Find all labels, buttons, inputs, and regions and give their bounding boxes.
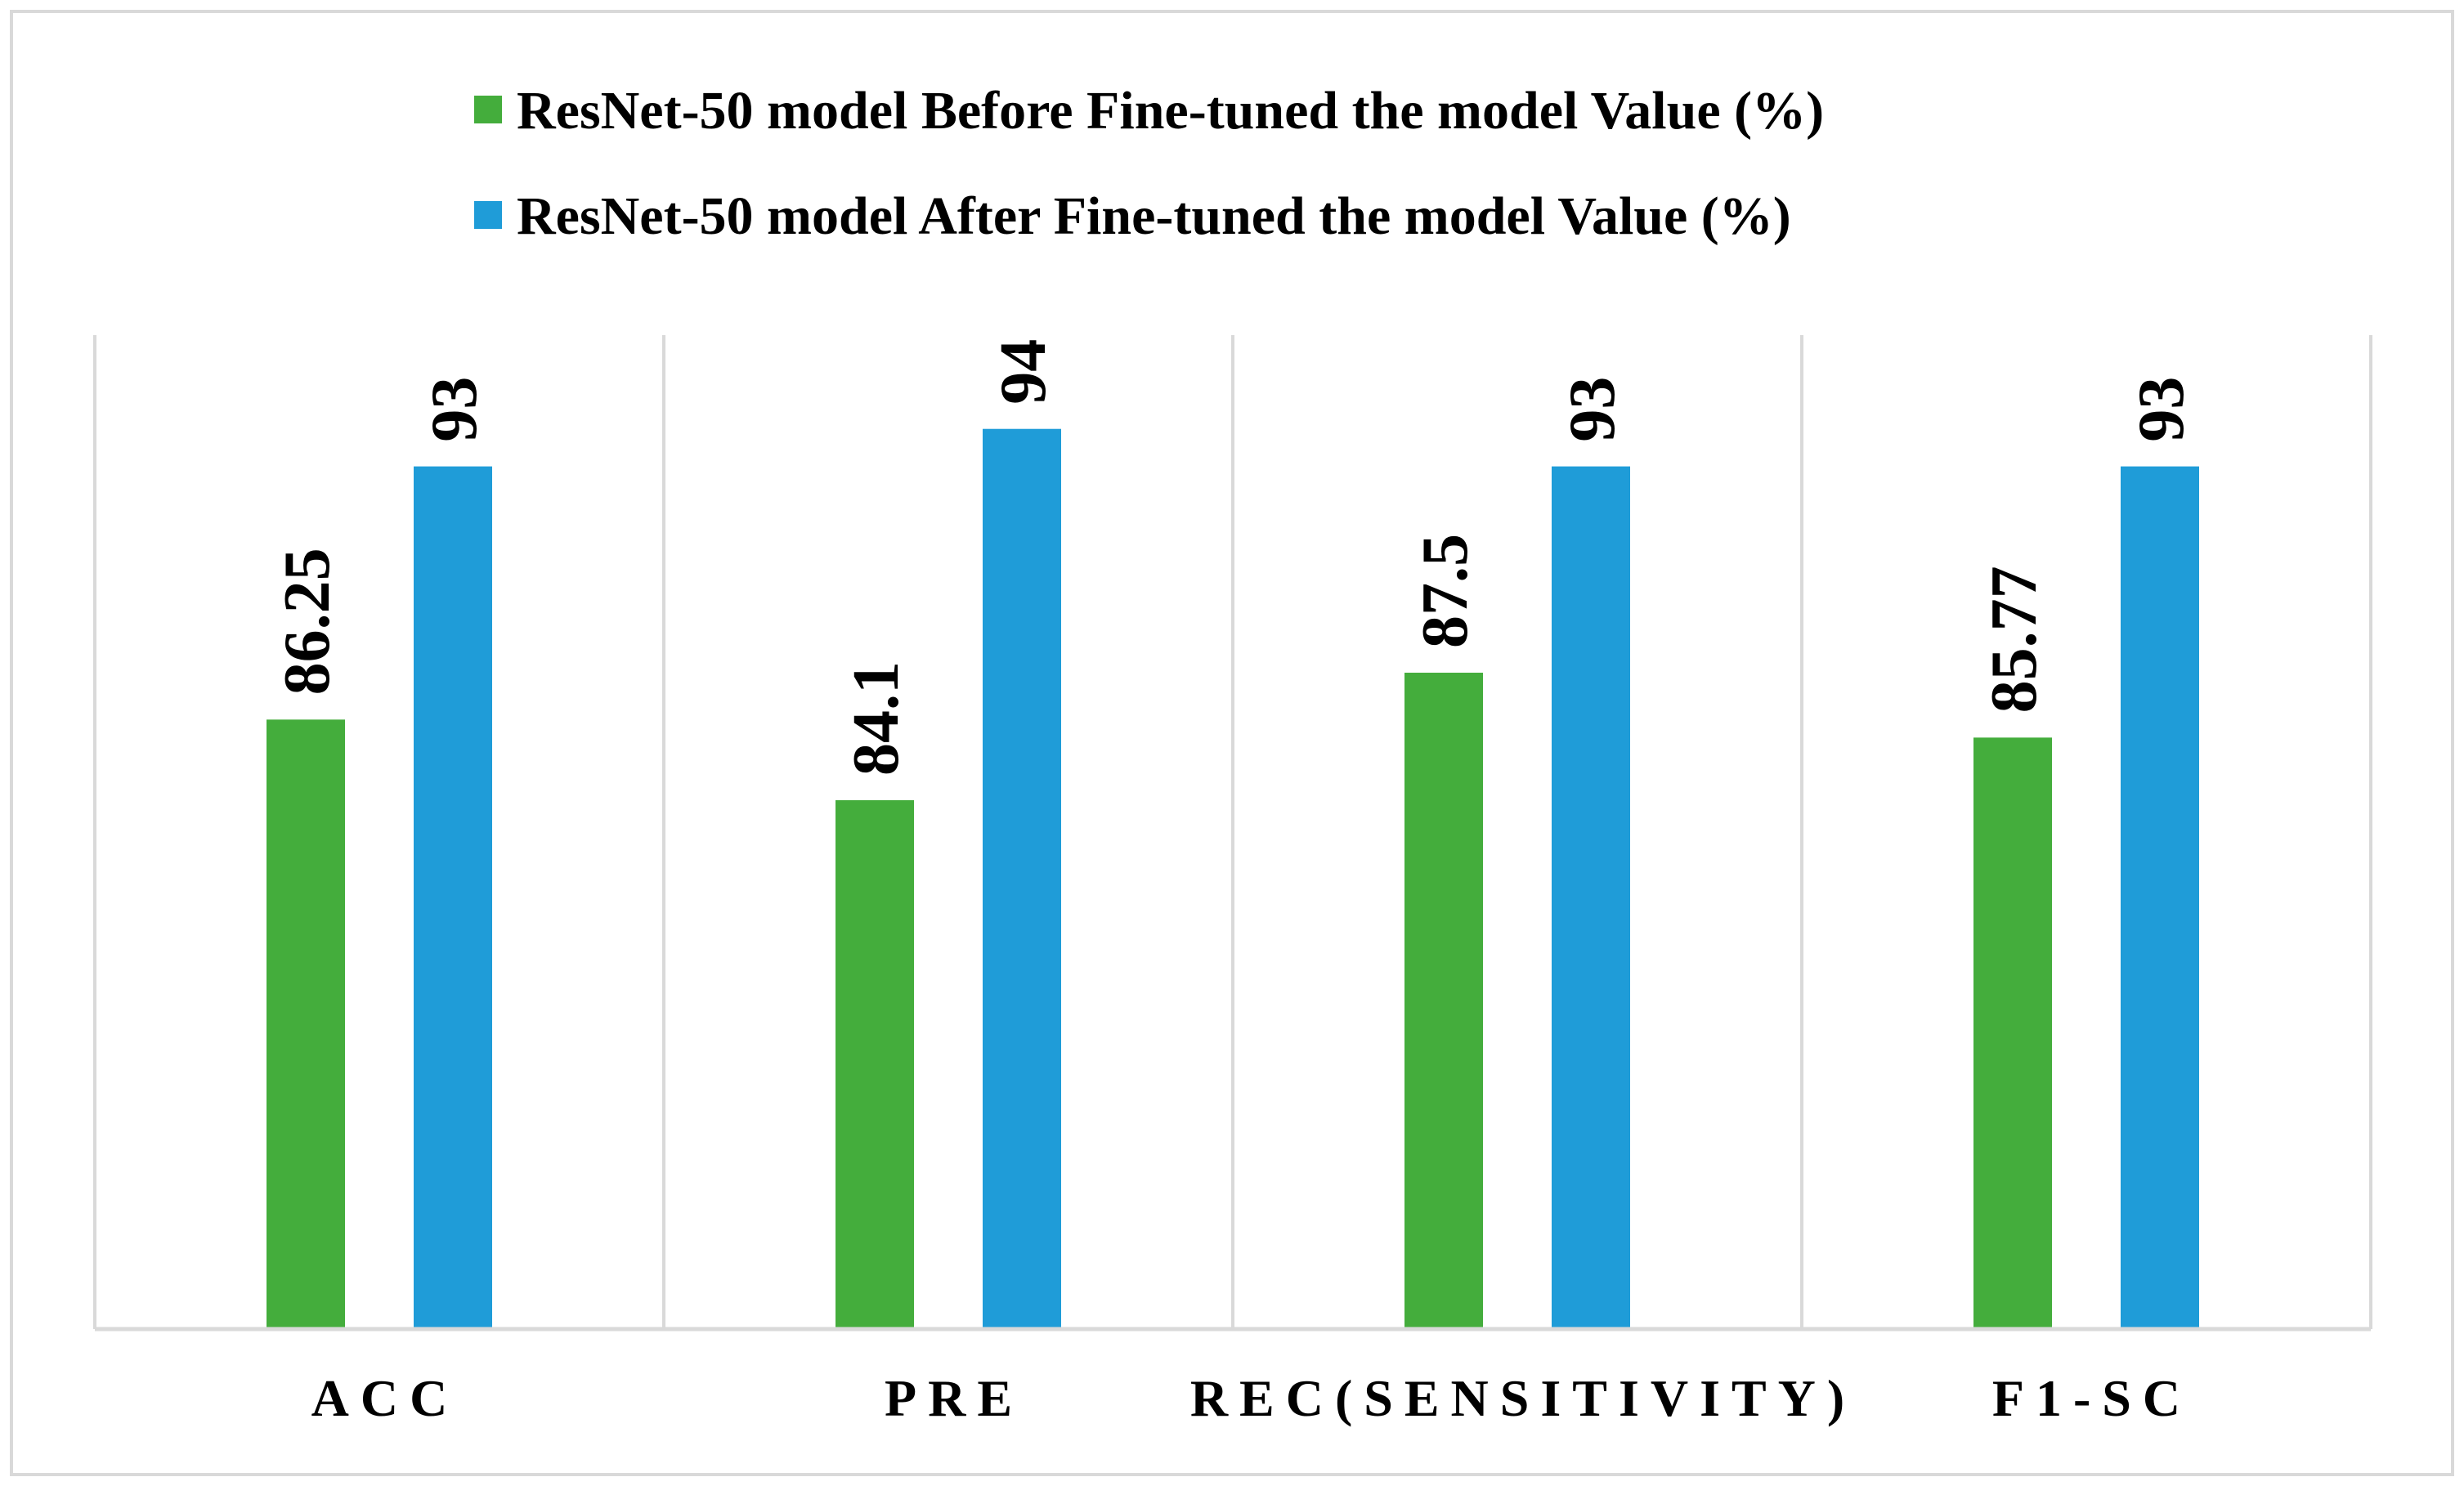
bar-before-1 — [836, 799, 914, 1329]
category-separators — [93, 335, 2372, 1329]
legend-item-before: ResNet-50 model Before Fine-tuned the mo… — [474, 81, 1824, 141]
bar-before-3 — [1973, 737, 2052, 1329]
data-label-before-2: 87.5 — [1409, 534, 1481, 648]
data-label-after-3: 93 — [2126, 377, 2197, 442]
data-label-after-0: 93 — [419, 377, 491, 442]
data-label-after-2: 93 — [1557, 377, 1628, 442]
legend-swatch-before — [474, 96, 502, 123]
bar-after-0 — [414, 466, 492, 1329]
data-label-before-1: 84.1 — [840, 661, 912, 776]
data-labels: 86.25 93 84.1 94 87.5 93 85.77 93 — [271, 339, 2197, 776]
bar-before-0 — [267, 719, 345, 1329]
category-labels: ACC PRE REC(SENSITIVITY) F1-SC — [311, 1369, 2192, 1427]
data-label-before-0: 86.25 — [271, 548, 343, 695]
data-label-before-3: 85.77 — [1978, 566, 2050, 713]
data-label-after-1: 94 — [988, 339, 1060, 405]
legend-label-before: ResNet-50 model Before Fine-tuned the mo… — [517, 81, 1824, 141]
legend-swatch-after — [474, 201, 502, 229]
category-label-0: ACC — [311, 1369, 459, 1427]
bar-after-1 — [983, 428, 1061, 1329]
bar-after-3 — [2121, 466, 2199, 1329]
category-label-3: F1-SC — [1992, 1369, 2192, 1427]
bar-after-2 — [1552, 466, 1630, 1329]
category-label-2: REC(SENSITIVITY) — [1190, 1369, 1856, 1427]
bar-before-2 — [1404, 672, 1483, 1329]
legend-label-after: ResNet-50 model After Fine-tuned the mod… — [517, 186, 1791, 246]
legend-item-after: ResNet-50 model After Fine-tuned the mod… — [474, 186, 1791, 246]
legend: ResNet-50 model Before Fine-tuned the mo… — [474, 81, 1824, 246]
bars — [267, 428, 2199, 1329]
category-label-1: PRE — [885, 1369, 1024, 1427]
